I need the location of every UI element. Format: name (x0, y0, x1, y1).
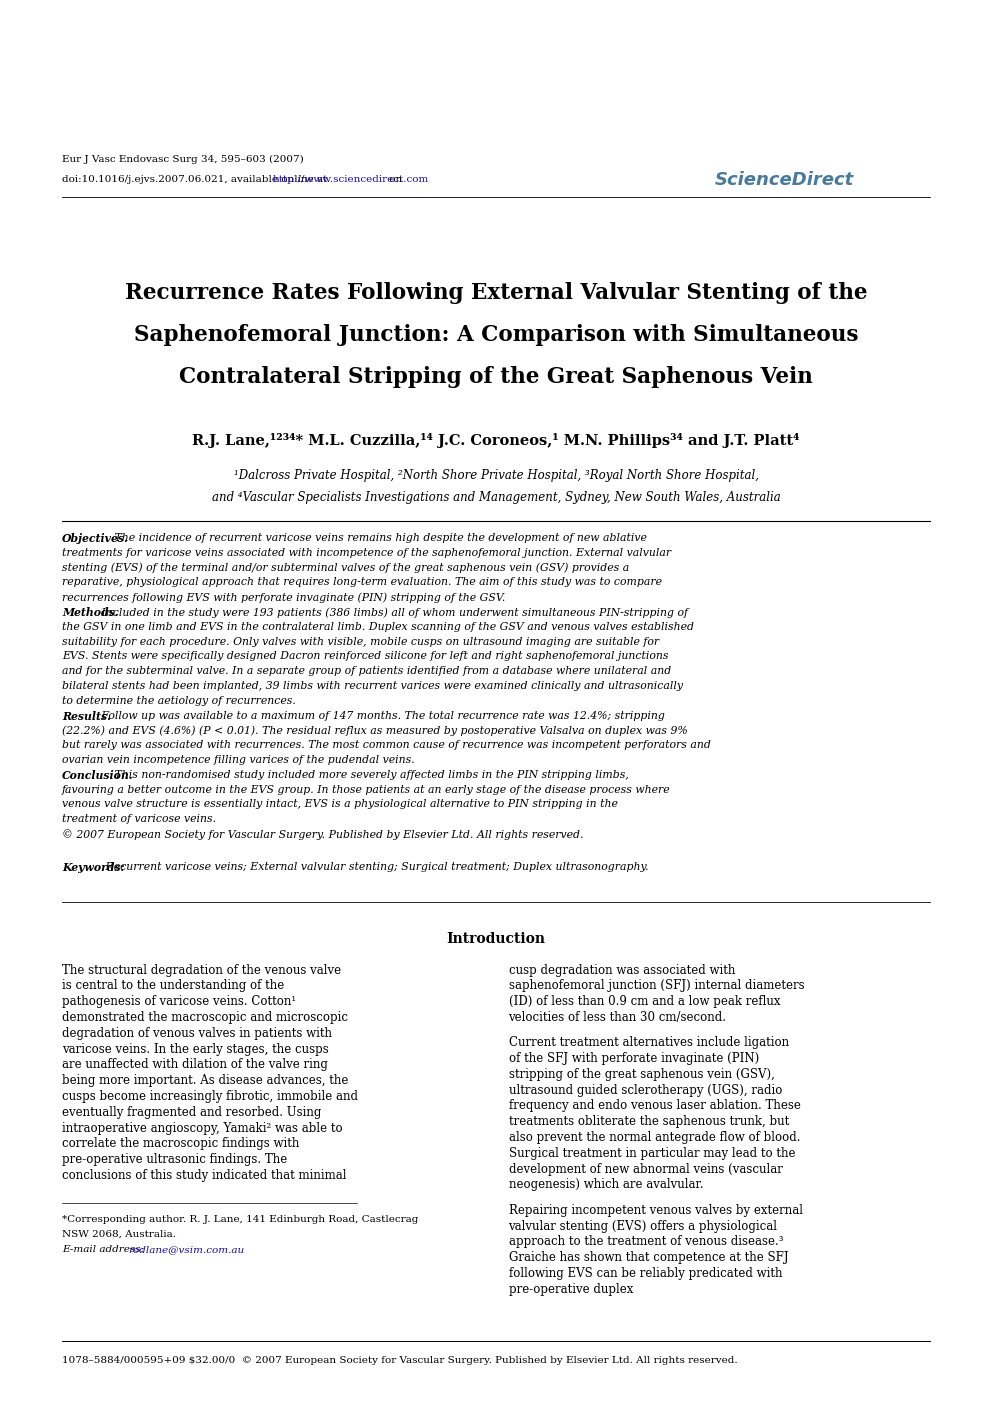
Text: ScienceDirect: ScienceDirect (714, 171, 853, 189)
Text: eventually fragmented and resorbed. Using: eventually fragmented and resorbed. Usin… (62, 1106, 321, 1118)
Text: varicose veins. In the early stages, the cusps: varicose veins. In the early stages, the… (62, 1042, 328, 1055)
Text: E-mail address:: E-mail address: (62, 1244, 148, 1254)
Text: correlate the macroscopic findings with: correlate the macroscopic findings with (62, 1138, 300, 1150)
Text: degradation of venous valves in patients with: degradation of venous valves in patients… (62, 1027, 332, 1040)
Text: *Corresponding author. R. J. Lane, 141 Edinburgh Road, Castlecrag: *Corresponding author. R. J. Lane, 141 E… (62, 1215, 419, 1223)
Text: the GSV in one limb and EVS in the contralateral limb. Duplex scanning of the GS: the GSV in one limb and EVS in the contr… (62, 622, 694, 631)
Text: is central to the understanding of the: is central to the understanding of the (62, 979, 285, 992)
Text: following EVS can be reliably predicated with: following EVS can be reliably predicated… (509, 1267, 782, 1280)
Text: intraoperative angioscopy, Yamaki² was able to: intraoperative angioscopy, Yamaki² was a… (62, 1121, 342, 1135)
Text: treatments obliterate the saphenous trunk, but: treatments obliterate the saphenous trun… (509, 1115, 789, 1128)
Text: Graiche has shown that competence at the SFJ: Graiche has shown that competence at the… (509, 1251, 788, 1264)
Text: cusp degradation was associated with: cusp degradation was associated with (509, 964, 735, 976)
Text: R.J. Lane,¹²³⁴* M.L. Cuzzilla,¹⁴ J.C. Coroneos,¹ M.N. Phillips³⁴ and J.T. Platt⁴: R.J. Lane,¹²³⁴* M.L. Cuzzilla,¹⁴ J.C. Co… (192, 434, 800, 448)
Text: The incidence of recurrent varicose veins remains high despite the development o: The incidence of recurrent varicose vein… (111, 533, 647, 543)
Text: 1078–5884/000595+09 $32.00/0  © 2007 European Society for Vascular Surgery. Publ: 1078–5884/000595+09 $32.00/0 © 2007 Euro… (62, 1357, 738, 1365)
Text: are unaffected with dilation of the valve ring: are unaffected with dilation of the valv… (62, 1058, 328, 1072)
Text: EVS. Stents were specifically designed Dacron reinforced silicone for left and r: EVS. Stents were specifically designed D… (62, 651, 669, 661)
Text: Saphenofemoral Junction: A Comparison with Simultaneous: Saphenofemoral Junction: A Comparison wi… (134, 324, 858, 347)
Text: ultrasound guided sclerotherapy (UGS), radio: ultrasound guided sclerotherapy (UGS), r… (509, 1083, 782, 1097)
Text: neogenesis) which are avalvular.: neogenesis) which are avalvular. (509, 1179, 703, 1191)
Text: venous valve structure is essentially intact, EVS is a physiological alternative: venous valve structure is essentially in… (62, 800, 618, 810)
Text: (22.2%) and EVS (4.6%) (P < 0.01). The residual reflux as measured by postoperat: (22.2%) and EVS (4.6%) (P < 0.01). The r… (62, 725, 687, 737)
Text: (ID) of less than 0.9 cm and a low peak reflux: (ID) of less than 0.9 cm and a low peak … (509, 995, 780, 1009)
Text: Keywords:: Keywords: (62, 861, 125, 873)
Text: stripping of the great saphenous vein (GSV),: stripping of the great saphenous vein (G… (509, 1068, 775, 1080)
Text: to determine the aetiology of recurrences.: to determine the aetiology of recurrence… (62, 696, 296, 706)
Text: Current treatment alternatives include ligation: Current treatment alternatives include l… (509, 1037, 789, 1049)
Text: Repairing incompetent venous valves by external: Repairing incompetent venous valves by e… (509, 1204, 803, 1216)
Text: Eur J Vasc Endovasc Surg 34, 595–603 (2007): Eur J Vasc Endovasc Surg 34, 595–603 (20… (62, 154, 304, 164)
Text: development of new abnormal veins (vascular: development of new abnormal veins (vascu… (509, 1163, 783, 1176)
Text: Results.: Results. (62, 710, 111, 721)
Text: valvular stenting (EVS) offers a physiological: valvular stenting (EVS) offers a physiol… (509, 1219, 778, 1233)
Text: but rarely was associated with recurrences. The most common cause of recurrence : but rarely was associated with recurrenc… (62, 741, 711, 751)
Text: approach to the treatment of venous disease.³: approach to the treatment of venous dise… (509, 1236, 783, 1249)
Text: This non-randomised study included more severely affected limbs in the PIN strip: This non-randomised study included more … (111, 770, 629, 780)
Text: cusps become increasingly fibrotic, immobile and: cusps become increasingly fibrotic, immo… (62, 1090, 358, 1103)
Text: being more important. As disease advances, the: being more important. As disease advance… (62, 1075, 348, 1087)
Text: stenting (EVS) of the terminal and/or subterminal valves of the great saphenous : stenting (EVS) of the terminal and/or su… (62, 563, 629, 574)
Text: saphenofemoral junction (SFJ) internal diameters: saphenofemoral junction (SFJ) internal d… (509, 979, 805, 992)
Text: Methods.: Methods. (62, 607, 118, 617)
Text: recurrences following EVS with perforate invaginate (PIN) stripping of the GSV.: recurrences following EVS with perforate… (62, 592, 505, 603)
Text: suitability for each procedure. Only valves with visible, mobile cusps on ultras: suitability for each procedure. Only val… (62, 637, 659, 647)
Text: Conclusion.: Conclusion. (62, 770, 134, 781)
Text: frequency and endo venous laser ablation. These: frequency and endo venous laser ablation… (509, 1100, 801, 1113)
Text: Recurrence Rates Following External Valvular Stenting of the: Recurrence Rates Following External Valv… (125, 282, 867, 304)
Text: pathogenesis of varicose veins. Cotton¹: pathogenesis of varicose veins. Cotton¹ (62, 995, 297, 1009)
Text: favouring a better outcome in the EVS group. In those patients at an early stage: favouring a better outcome in the EVS gr… (62, 784, 671, 794)
Text: reparative, physiological approach that requires long-term evaluation. The aim o: reparative, physiological approach that … (62, 578, 662, 588)
Text: NSW 2068, Australia.: NSW 2068, Australia. (62, 1230, 176, 1239)
Text: and ⁴Vascular Specialists Investigations and Management, Sydney, New South Wales: and ⁴Vascular Specialists Investigations… (211, 491, 781, 504)
Text: ¹Dalcross Private Hospital, ²North Shore Private Hospital, ³Royal North Shore Ho: ¹Dalcross Private Hospital, ²North Shore… (233, 469, 759, 483)
Text: treatment of varicose veins.: treatment of varicose veins. (62, 814, 216, 824)
Text: pre-operative duplex: pre-operative duplex (509, 1282, 633, 1296)
Text: of the SFJ with perforate invaginate (PIN): of the SFJ with perforate invaginate (PI… (509, 1052, 759, 1065)
Text: rodlane@vsim.com.au: rodlane@vsim.com.au (128, 1244, 244, 1254)
Text: Contralateral Stripping of the Great Saphenous Vein: Contralateral Stripping of the Great Sap… (180, 366, 812, 389)
Text: velocities of less than 30 cm/second.: velocities of less than 30 cm/second. (509, 1012, 726, 1024)
Text: conclusions of this study indicated that minimal: conclusions of this study indicated that… (62, 1169, 346, 1181)
Text: ovarian vein incompetence filling varices of the pudendal veins.: ovarian vein incompetence filling varice… (62, 755, 415, 765)
Text: demonstrated the macroscopic and microscopic: demonstrated the macroscopic and microsc… (62, 1012, 348, 1024)
Text: doi:10.1016/j.ejvs.2007.06.021, available online at: doi:10.1016/j.ejvs.2007.06.021, availabl… (62, 175, 330, 184)
Text: Objectives.: Objectives. (62, 533, 129, 544)
Text: also prevent the normal antegrade flow of blood.: also prevent the normal antegrade flow o… (509, 1131, 800, 1143)
Text: © 2007 European Society for Vascular Surgery. Published by Elsevier Ltd. All rig: © 2007 European Society for Vascular Sur… (62, 829, 583, 840)
Text: treatments for varicose veins associated with incompetence of the saphenofemoral: treatments for varicose veins associated… (62, 547, 672, 558)
Text: Surgical treatment in particular may lead to the: Surgical treatment in particular may lea… (509, 1146, 795, 1160)
Text: The structural degradation of the venous valve: The structural degradation of the venous… (62, 964, 341, 976)
Text: and for the subterminal valve. In a separate group of patients identified from a: and for the subterminal valve. In a sepa… (62, 666, 672, 676)
Text: bilateral stents had been implanted, 39 limbs with recurrent varices were examin: bilateral stents had been implanted, 39 … (62, 680, 683, 692)
Text: Follow up was available to a maximum of 147 months. The total recurrence rate wa: Follow up was available to a maximum of … (98, 710, 665, 721)
Text: pre-operative ultrasonic findings. The: pre-operative ultrasonic findings. The (62, 1153, 288, 1166)
Text: Recurrent varicose veins; External valvular stenting; Surgical treatment; Duplex: Recurrent varicose veins; External valvu… (102, 861, 649, 871)
Text: Introduction: Introduction (446, 932, 546, 946)
Text: Included in the study were 193 patients (386 limbs) all of whom underwent simult: Included in the study were 193 patients … (98, 607, 687, 617)
Text: http://www.sciencedirect.com: http://www.sciencedirect.com (273, 175, 429, 184)
Text: on: on (386, 175, 402, 184)
